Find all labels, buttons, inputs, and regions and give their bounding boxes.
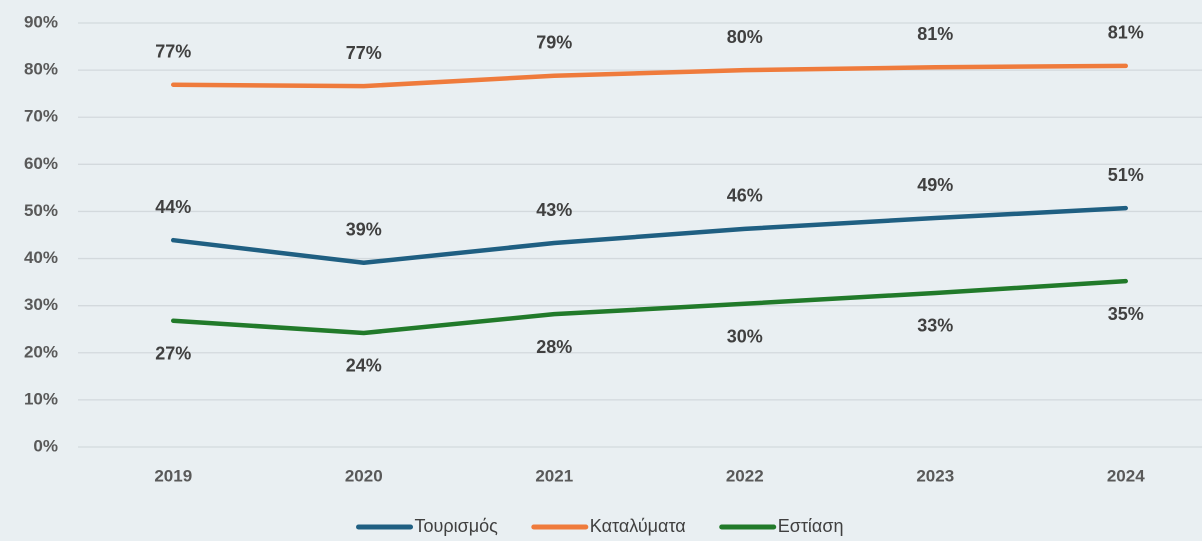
data-label: 77% [155,41,191,61]
y-tick-label: 10% [24,389,58,408]
y-tick-label: 50% [24,201,58,220]
data-label: 81% [1108,23,1144,43]
x-tick-label: 2023 [916,466,954,485]
data-label: 30% [727,327,763,347]
data-label: 81% [917,24,953,44]
y-tick-label: 70% [24,107,58,126]
legend-label: Καταλύματα [590,516,686,536]
data-label: 79% [536,33,572,53]
data-label: 35% [1108,304,1144,324]
x-tick-label: 2022 [726,466,764,485]
data-label: 39% [346,220,382,240]
y-tick-label: 20% [24,342,58,361]
y-tick-label: 80% [24,60,58,79]
x-tick-label: 2020 [345,466,383,485]
line-series [171,278,1128,336]
x-tick-label: 2021 [535,466,573,485]
data-label: 77% [346,43,382,63]
x-tick-label: 2019 [154,466,192,485]
y-tick-label: 40% [24,248,58,267]
line-series [171,205,1128,266]
y-tick-label: 60% [24,154,58,173]
data-label: 49% [917,175,953,195]
data-label: 33% [917,316,953,336]
data-label: 43% [536,200,572,220]
y-tick-label: 90% [24,12,58,31]
x-tick-label: 2024 [1107,466,1145,485]
data-label: 51% [1108,165,1144,185]
data-label: 80% [727,27,763,47]
y-tick-label: 0% [33,436,58,455]
data-label: 28% [536,337,572,357]
line-series [171,63,1128,89]
legend-label: Εστίαση [778,516,844,536]
data-label: 27% [155,343,191,363]
data-label: 46% [727,186,763,206]
data-label: 44% [155,197,191,217]
y-tick-label: 30% [24,295,58,314]
data-label: 24% [346,356,382,376]
legend-label: Τουρισμός [415,516,499,536]
